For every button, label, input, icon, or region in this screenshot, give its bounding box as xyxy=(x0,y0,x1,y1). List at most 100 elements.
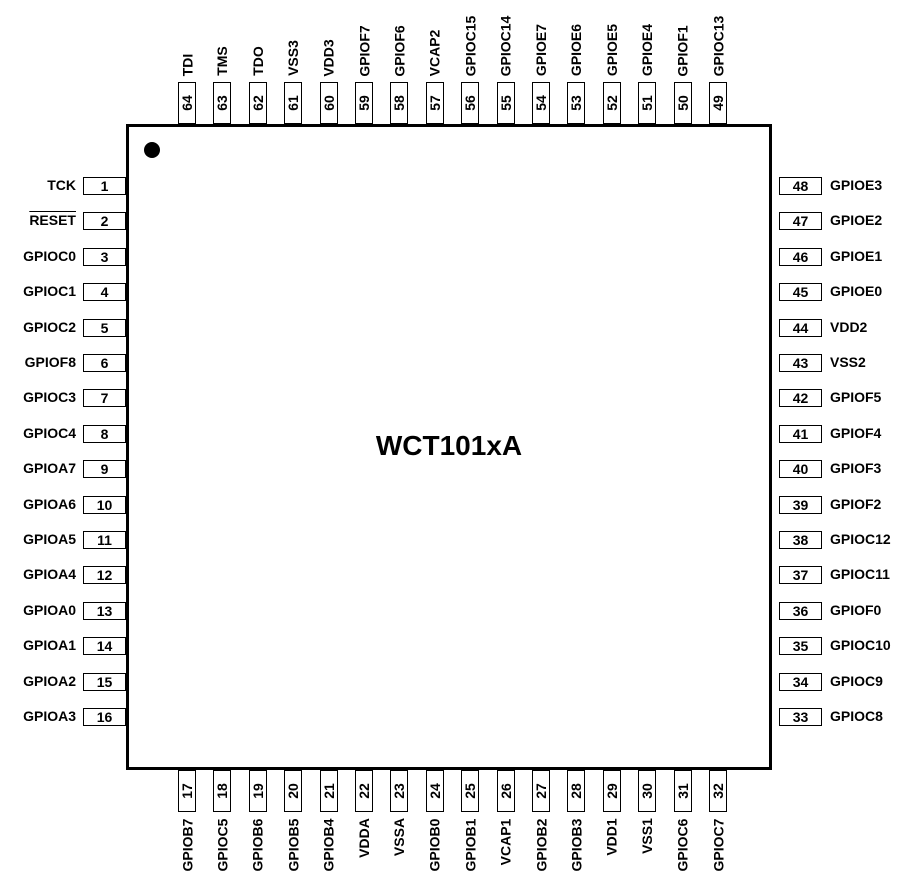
pin-number: 16 xyxy=(96,709,113,725)
pin-label: GPIOF7 xyxy=(356,24,373,77)
pin-label: TDO xyxy=(249,46,266,76)
pin-label: GPIOF1 xyxy=(674,24,691,77)
pin-label: GPIOF6 xyxy=(391,24,408,77)
pin-label: GPIOC2 xyxy=(23,318,76,335)
pin-42: 42 xyxy=(779,389,822,408)
pin-label: GPIOC4 xyxy=(23,424,76,441)
pin-17: 17 xyxy=(178,770,196,812)
pin-label: VSS3 xyxy=(285,40,302,76)
pin-label: GPIOE2 xyxy=(830,212,883,229)
pin-label: GPIOB7 xyxy=(178,818,195,871)
pin-3: 3 xyxy=(83,247,126,266)
pin-label: GPIOC0 xyxy=(23,247,76,264)
pin-14: 14 xyxy=(83,637,126,656)
pin-label: GPIOA2 xyxy=(23,672,76,689)
pin-59: 59 xyxy=(355,82,373,124)
pin-number: 12 xyxy=(96,567,113,584)
pin-20: 20 xyxy=(284,770,303,812)
pin-number: 56 xyxy=(462,95,479,111)
pin-41: 41 xyxy=(779,424,822,443)
pin-4: 4 xyxy=(83,283,126,302)
pin-label: GPIOE3 xyxy=(830,177,883,193)
pin-19: 19 xyxy=(248,770,267,812)
pin-label: GPIOA4 xyxy=(23,566,76,583)
pin-number: 7 xyxy=(100,390,109,407)
pin-number: 39 xyxy=(792,496,809,513)
pin-number: 22 xyxy=(356,783,372,799)
pin-number: 33 xyxy=(792,709,809,725)
pin-number: 15 xyxy=(96,673,113,690)
pin-23: 23 xyxy=(390,770,409,812)
pin-number: 20 xyxy=(285,783,302,799)
pin-number: 62 xyxy=(249,95,266,111)
pin-label: GPIOB0 xyxy=(426,818,443,871)
pin-number: 5 xyxy=(100,319,109,336)
pin-label: GPIOF2 xyxy=(830,495,882,512)
pin-number: 53 xyxy=(568,95,585,111)
pin-8: 8 xyxy=(83,424,126,443)
pin-label: GPIOB6 xyxy=(249,818,266,871)
pin-28: 28 xyxy=(567,770,586,812)
pin-54: 54 xyxy=(532,82,550,124)
pin-16: 16 xyxy=(83,708,126,726)
pin-number: 36 xyxy=(792,602,809,619)
pin-44: 44 xyxy=(779,318,822,337)
pin-number: 8 xyxy=(100,425,109,442)
pin-number: 23 xyxy=(391,783,408,799)
pin-label: VDD3 xyxy=(320,38,337,77)
pin-58: 58 xyxy=(390,82,409,124)
pin-52: 52 xyxy=(602,82,621,124)
pin-label: GPIOA1 xyxy=(23,637,76,654)
pin-label: VDD1 xyxy=(603,817,620,856)
pin-number: 21 xyxy=(320,783,337,799)
pin-29: 29 xyxy=(602,770,621,812)
pin-label: GPIOC14 xyxy=(497,15,514,76)
pin-45: 45 xyxy=(779,283,822,302)
pin-number: 32 xyxy=(710,783,726,799)
pin1-marker-dot xyxy=(144,142,160,158)
pin-56: 56 xyxy=(461,82,480,124)
pin-2: 2 xyxy=(83,212,126,231)
pin-number: 42 xyxy=(792,390,809,407)
pin-number: 37 xyxy=(792,567,809,584)
pin-6: 6 xyxy=(83,354,126,372)
pin-label: GPIOC15 xyxy=(462,15,479,76)
pin-label: GPIOC5 xyxy=(214,818,231,871)
pin-12: 12 xyxy=(83,566,126,585)
pin-number: 63 xyxy=(214,95,231,111)
pin-number: 61 xyxy=(285,95,302,111)
pin-label: GPIOF4 xyxy=(830,424,882,441)
pin-label: GPIOB2 xyxy=(532,818,549,871)
pin-number: 52 xyxy=(603,95,620,111)
pin-46: 46 xyxy=(779,247,822,266)
pin-33: 33 xyxy=(779,708,822,726)
pin-label: GPIOF0 xyxy=(830,601,882,618)
pin-label: GPIOB3 xyxy=(568,818,585,871)
pin-number: 58 xyxy=(391,95,408,111)
pin-number: 38 xyxy=(792,532,809,548)
pin-label: GPIOE1 xyxy=(830,247,883,264)
pin-number: 34 xyxy=(792,673,809,690)
pin-55: 55 xyxy=(496,82,515,124)
pin-number: 30 xyxy=(639,783,656,799)
pin-62: 62 xyxy=(248,82,267,124)
pin-label: GPIOC13 xyxy=(709,15,726,76)
pin-37: 37 xyxy=(779,566,822,585)
pin-25: 25 xyxy=(461,770,480,812)
pin-label: VSS2 xyxy=(830,354,866,370)
pin-label: GPIOC9 xyxy=(830,672,883,689)
pin-label: RESET xyxy=(29,212,76,229)
pin-number: 60 xyxy=(320,95,337,111)
pin-number: 59 xyxy=(356,95,372,111)
pin-32: 32 xyxy=(709,770,727,812)
pin-number: 13 xyxy=(96,602,113,619)
pin-50: 50 xyxy=(673,82,692,124)
pin-number: 46 xyxy=(792,248,809,265)
pin-number: 47 xyxy=(792,213,809,230)
pin-27: 27 xyxy=(532,770,550,812)
pin-21: 21 xyxy=(319,770,338,812)
pin-number: 17 xyxy=(179,783,195,799)
pin-51: 51 xyxy=(638,82,657,124)
pin-35: 35 xyxy=(779,637,822,656)
